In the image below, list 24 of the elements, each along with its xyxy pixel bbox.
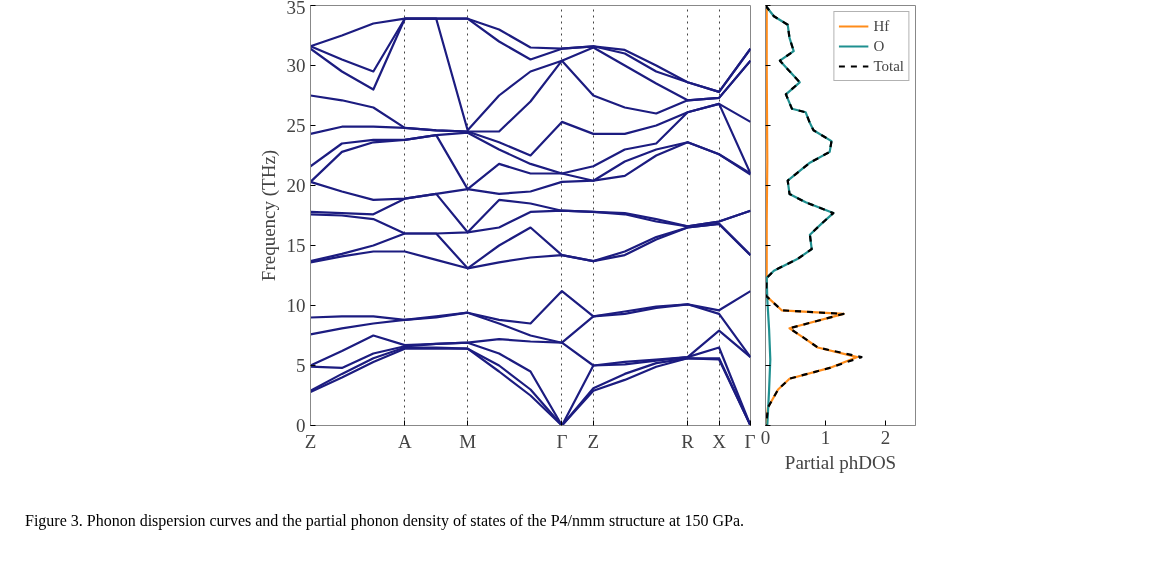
legend-label: O xyxy=(873,37,886,55)
y-tick-label: 10 xyxy=(286,295,306,316)
y-tick-label: 25 xyxy=(286,115,306,136)
x-tick-label: M xyxy=(459,430,477,452)
x-tick-label: 2 xyxy=(880,426,891,448)
x-tick-label: Γ xyxy=(556,430,568,452)
caption: Figure 3. Phonon dispersion curves and the partial phonon density of states of the P4/nmm structure at 150 GPa. xyxy=(25,511,744,532)
x-axis-title: Partial phDOS xyxy=(784,451,897,473)
y-tick-label: 30 xyxy=(286,55,306,76)
y-tick-label: 35 xyxy=(286,0,306,18)
x-tick-label: Z xyxy=(587,430,600,452)
x-tick-label: X xyxy=(712,430,727,452)
x-tick-label: 1 xyxy=(820,426,831,448)
x-tick-label: R xyxy=(681,430,695,452)
x-tick-label: Γ xyxy=(744,430,756,452)
y-tick-label: 20 xyxy=(286,175,306,196)
legend-label: Total xyxy=(873,57,904,75)
x-tick-label: Z xyxy=(304,430,317,452)
x-tick-label: A xyxy=(397,430,412,452)
x-tick-label: 0 xyxy=(760,426,771,448)
y-tick-label: 15 xyxy=(286,235,306,256)
y-axis-title: Frequency (THz) xyxy=(257,149,280,282)
legend-label: Hf xyxy=(873,17,891,35)
y-tick-label: 5 xyxy=(296,355,306,376)
